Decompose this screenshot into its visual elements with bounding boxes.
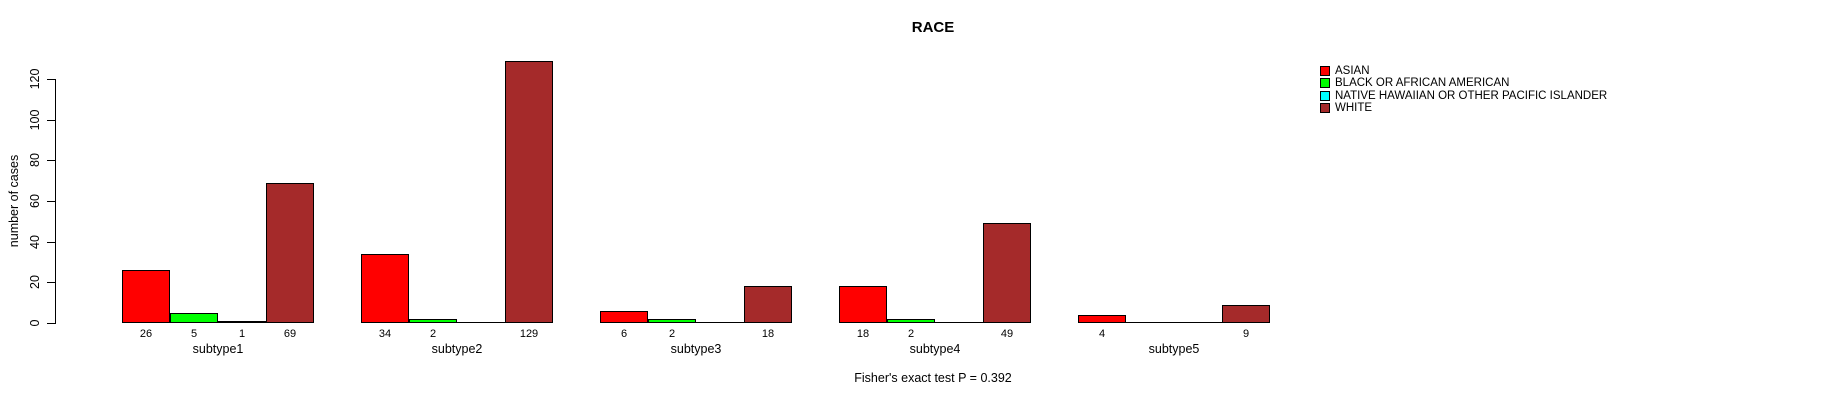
y-axis-line bbox=[55, 79, 56, 324]
legend-item: ASIAN bbox=[1320, 65, 1370, 77]
legend-swatch bbox=[1320, 66, 1330, 76]
bar bbox=[839, 286, 887, 323]
bar bbox=[122, 270, 170, 323]
y-tick-label: 40 bbox=[28, 234, 42, 249]
bar bbox=[409, 319, 457, 323]
bar bbox=[600, 311, 648, 323]
y-tick-label: 0 bbox=[28, 319, 42, 327]
bar bbox=[887, 319, 935, 323]
legend-label: WHITE bbox=[1335, 102, 1373, 115]
y-tick-label: 120 bbox=[28, 68, 42, 90]
bar-value-label: 129 bbox=[519, 328, 539, 340]
y-tick bbox=[47, 201, 55, 202]
bar-value-label: 49 bbox=[1000, 328, 1014, 340]
chart-title: RACE bbox=[911, 19, 955, 36]
y-tick bbox=[47, 79, 55, 80]
x-category-label: subtype4 bbox=[909, 342, 961, 356]
bar-value-label: 1 bbox=[238, 328, 246, 340]
bar-zero-baseline bbox=[696, 322, 744, 323]
bar-zero-baseline bbox=[457, 322, 505, 323]
bar-value-label: 2 bbox=[429, 328, 437, 340]
y-tick-label: 20 bbox=[28, 275, 42, 290]
bar bbox=[983, 223, 1031, 323]
y-tick bbox=[47, 241, 55, 243]
x-category-label: subtype1 bbox=[192, 342, 244, 356]
y-tick bbox=[47, 323, 55, 324]
bar-value-label: 5 bbox=[190, 328, 198, 340]
bar-value-label: 26 bbox=[139, 328, 153, 340]
bar bbox=[744, 286, 792, 323]
y-tick bbox=[47, 282, 55, 284]
x-category-label: subtype5 bbox=[1148, 342, 1200, 356]
legend-label: ASIAN bbox=[1335, 65, 1370, 77]
y-tick bbox=[47, 119, 55, 121]
bar-value-label: 6 bbox=[620, 328, 628, 340]
bar-value-label: 2 bbox=[907, 328, 915, 340]
legend-item: NATIVE HAWAIIAN OR OTHER PACIFIC ISLANDE… bbox=[1320, 90, 1607, 102]
y-tick-label: 100 bbox=[28, 109, 42, 131]
legend-swatch bbox=[1320, 90, 1330, 101]
bar bbox=[1222, 305, 1270, 323]
bar bbox=[266, 183, 314, 323]
bar bbox=[218, 321, 266, 323]
bar bbox=[170, 313, 218, 323]
bar-value-label: 18 bbox=[856, 328, 870, 340]
bar-value-label: 18 bbox=[761, 328, 775, 340]
bar-zero-baseline bbox=[1126, 322, 1174, 323]
bar bbox=[1078, 315, 1126, 323]
bar bbox=[361, 254, 409, 323]
legend-label: NATIVE HAWAIIAN OR OTHER PACIFIC ISLANDE… bbox=[1335, 89, 1608, 102]
y-tick-label: 60 bbox=[28, 194, 42, 208]
bar-value-label: 2 bbox=[668, 328, 676, 340]
fishers-test-annotation: Fisher's exact test P = 0.392 bbox=[854, 371, 1012, 385]
bar-zero-baseline bbox=[935, 322, 983, 323]
bar-value-label: 69 bbox=[283, 328, 297, 340]
y-axis-label: number of cases bbox=[7, 154, 21, 248]
legend-label: BLACK OR AFRICAN AMERICAN bbox=[1335, 77, 1510, 90]
bar bbox=[648, 319, 696, 323]
bar bbox=[505, 61, 553, 323]
legend-swatch bbox=[1320, 103, 1330, 114]
y-tick bbox=[47, 160, 55, 162]
y-tick-label: 80 bbox=[28, 153, 42, 168]
x-category-label: subtype3 bbox=[670, 342, 722, 356]
x-category-label: subtype2 bbox=[431, 342, 483, 356]
bar-value-label: 4 bbox=[1098, 328, 1106, 340]
legend-swatch bbox=[1320, 78, 1330, 89]
bar-zero-baseline bbox=[1174, 322, 1222, 323]
legend-item: BLACK OR AFRICAN AMERICAN bbox=[1320, 77, 1509, 89]
bar-value-label: 34 bbox=[378, 328, 392, 340]
bar-value-label: 9 bbox=[1242, 328, 1250, 340]
legend-item: WHITE bbox=[1320, 102, 1372, 114]
